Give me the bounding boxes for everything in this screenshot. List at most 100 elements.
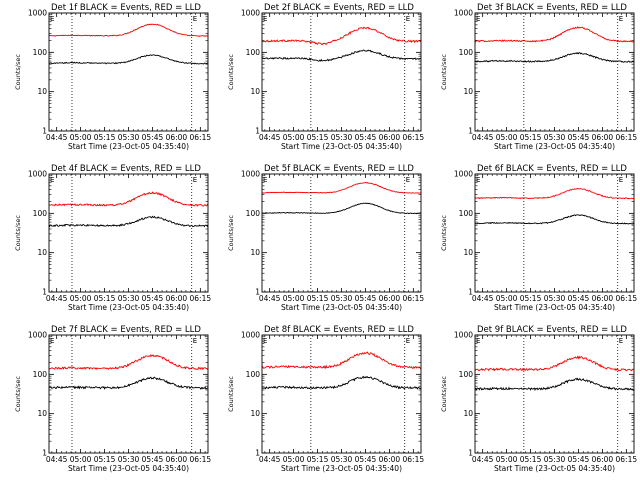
panel-title: Det 7f BLACK = Events, RED = LLD <box>51 325 201 335</box>
axes-frame <box>261 334 422 454</box>
y-tick-label: 1000 <box>28 9 47 18</box>
y-tick-label: 1000 <box>454 170 473 179</box>
x-tick-label: 05:45 <box>142 294 164 303</box>
y-tick-label: 100 <box>246 370 261 379</box>
panel-title: Det 6f BLACK = Events, RED = LLD <box>477 164 627 174</box>
series-line-events <box>261 375 422 390</box>
axes-frame <box>474 12 635 132</box>
interval-marker-label: E <box>193 176 197 184</box>
y-tick-label: 1 <box>468 449 473 458</box>
y-tick-label: 1 <box>468 127 473 136</box>
x-tick-label: 04:45 <box>46 294 68 303</box>
chart-panel-4: Det 4f BLACK = Events, RED = LLD E E 1 10 100… <box>14 164 211 312</box>
x-tick-label: 04:45 <box>46 455 68 464</box>
x-tick-label: 05:30 <box>118 133 140 142</box>
x-tick-label: 04:45 <box>259 294 281 303</box>
interval-marker-label: E <box>619 176 623 184</box>
chart-panel-1: Det 1f BLACK = Events, RED = LLD E E 1 10 100… <box>14 3 211 151</box>
x-tick-label: 05:30 <box>544 455 566 464</box>
panel-title: Det 5f BLACK = Events, RED = LLD <box>264 164 414 174</box>
interval-marker-label: E <box>263 15 267 23</box>
x-tick-label: 06:00 <box>592 294 614 303</box>
series-line-lld <box>261 26 422 46</box>
y-tick-label: 1 <box>42 127 47 136</box>
x-tick-label: 05:30 <box>331 455 353 464</box>
x-tick-label: 06:15 <box>403 133 425 142</box>
y-tick-label: 1000 <box>454 9 473 18</box>
x-tick-label: 04:45 <box>472 294 494 303</box>
series-line-lld <box>261 182 422 194</box>
x-axis-label: Start Time (23-Oct-05 04:35:40) <box>281 142 402 151</box>
x-tick-label: 05:00 <box>496 133 518 142</box>
x-tick-label: 05:00 <box>283 294 305 303</box>
series-line-events <box>261 49 422 62</box>
y-tick-label: 1 <box>42 288 47 297</box>
x-tick-label: 05:30 <box>544 133 566 142</box>
x-tick-label: 05:15 <box>307 455 329 464</box>
x-tick-label: 05:00 <box>496 455 518 464</box>
x-tick-label: 05:45 <box>568 455 590 464</box>
x-tick-label: 05:45 <box>355 133 377 142</box>
x-tick-label: 06:15 <box>616 455 638 464</box>
x-tick-label: 05:45 <box>142 455 164 464</box>
interval-marker-label: E <box>476 337 480 345</box>
x-tick-label: 05:00 <box>283 455 305 464</box>
y-axis-label: Counts/sec <box>440 376 448 412</box>
x-tick-label: 06:00 <box>379 133 401 142</box>
series-line-lld <box>48 23 209 37</box>
y-tick-label: 1 <box>255 127 260 136</box>
axes-frame <box>474 173 635 293</box>
x-tick-label: 05:15 <box>520 455 542 464</box>
y-tick-label: 10 <box>37 409 47 418</box>
interval-marker-label: E <box>263 337 267 345</box>
x-tick-label: 06:15 <box>190 455 212 464</box>
interval-marker-label: E <box>406 15 410 23</box>
x-tick-label: 06:00 <box>592 455 614 464</box>
y-tick-label: 1000 <box>241 331 260 340</box>
interval-marker-label: E <box>619 337 623 345</box>
series-line-events <box>48 215 209 228</box>
y-axis-label: Counts/sec <box>14 215 22 251</box>
x-tick-label: 04:45 <box>46 133 68 142</box>
x-tick-label: 05:15 <box>520 294 542 303</box>
panel-title: Det 1f BLACK = Events, RED = LLD <box>51 3 201 13</box>
chart-panel-3: Det 3f BLACK = Events, RED = LLD E E 1 10 100… <box>440 3 637 151</box>
series-line-events <box>48 54 209 65</box>
x-tick-label: 05:30 <box>331 133 353 142</box>
panel-title: Det 3f BLACK = Events, RED = LLD <box>477 3 627 13</box>
y-axis-label: Counts/sec <box>227 376 235 412</box>
x-tick-label: 05:15 <box>94 294 116 303</box>
x-axis-label: Start Time (23-Oct-05 04:35:40) <box>281 464 402 473</box>
y-axis-label: Counts/sec <box>227 54 235 90</box>
x-tick-label: 05:30 <box>118 294 140 303</box>
x-tick-label: 05:45 <box>142 133 164 142</box>
x-tick-label: 06:15 <box>616 294 638 303</box>
chart-panel-9: Det 9f BLACK = Events, RED = LLD E E 1 10 100… <box>440 325 637 473</box>
x-tick-label: 05:00 <box>70 133 92 142</box>
y-tick-label: 100 <box>246 48 261 57</box>
x-tick-label: 04:45 <box>259 133 281 142</box>
axes-frame <box>474 334 635 454</box>
panel-title: Det 8f BLACK = Events, RED = LLD <box>264 325 414 335</box>
y-tick-label: 10 <box>463 87 473 96</box>
panel-title: Det 2f BLACK = Events, RED = LLD <box>264 3 414 13</box>
x-axis-label: Start Time (23-Oct-05 04:35:40) <box>281 303 402 312</box>
x-axis-label: Start Time (23-Oct-05 04:35:40) <box>68 464 189 473</box>
y-axis-label: Counts/sec <box>14 54 22 90</box>
y-axis-label: Counts/sec <box>440 54 448 90</box>
y-tick-label: 10 <box>250 248 260 257</box>
interval-marker-label: E <box>263 176 267 184</box>
x-tick-label: 05:00 <box>496 294 518 303</box>
x-tick-label: 06:00 <box>379 455 401 464</box>
interval-marker-label: E <box>476 15 480 23</box>
series-line-events <box>474 52 635 63</box>
y-tick-label: 1000 <box>28 331 47 340</box>
x-tick-label: 05:00 <box>283 133 305 142</box>
x-tick-label: 05:30 <box>118 455 140 464</box>
panel-title: Det 4f BLACK = Events, RED = LLD <box>51 164 201 174</box>
y-tick-label: 10 <box>250 87 260 96</box>
chart-panel-5: Det 5f BLACK = Events, RED = LLD E E 1 10 100… <box>227 164 424 312</box>
interval-marker-label: E <box>50 15 54 23</box>
y-tick-label: 1000 <box>28 170 47 179</box>
x-tick-label: 06:15 <box>403 455 425 464</box>
